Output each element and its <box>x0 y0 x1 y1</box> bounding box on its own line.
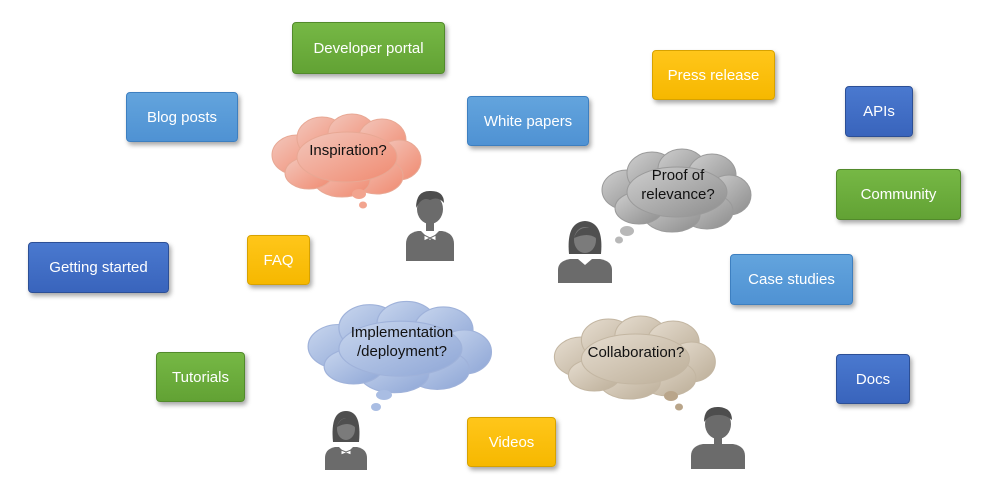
tag-faq[interactable]: FAQ <box>247 235 310 285</box>
tag-case-studies[interactable]: Case studies <box>730 254 853 305</box>
tag-tutorials[interactable]: Tutorials <box>156 352 245 402</box>
tag-apis[interactable]: APIs <box>845 86 913 137</box>
thought-text-inspiration: Inspiration? <box>309 141 387 159</box>
thought-cloud-inspiration: Inspiration? <box>267 110 429 215</box>
person-female-bowtie-icon <box>323 408 369 470</box>
tag-press-release[interactable]: Press release <box>652 50 775 100</box>
tag-videos[interactable]: Videos <box>467 417 556 467</box>
thought-text-implementation: Implementation /deployment? <box>350 324 454 360</box>
tag-getting-started[interactable]: Getting started <box>28 242 169 293</box>
person-female-icon <box>556 218 614 283</box>
tag-developer-portal[interactable]: Developer portal <box>292 22 445 74</box>
tag-white-papers[interactable]: White papers <box>467 96 589 146</box>
thought-cloud-collaboration: Collaboration? <box>549 312 723 414</box>
thought-cloud-relevance: Proof of relevance? <box>597 145 759 245</box>
person-male-icon <box>689 402 747 469</box>
thought-cloud-implementation: Implementation /deployment? <box>302 297 502 415</box>
tag-blog-posts[interactable]: Blog posts <box>126 92 238 142</box>
tag-community[interactable]: Community <box>836 169 961 220</box>
tag-docs[interactable]: Docs <box>836 354 910 404</box>
thought-text-relevance: Proof of relevance? <box>641 167 715 203</box>
person-male-bowtie-icon <box>402 186 458 261</box>
thought-text-collaboration: Collaboration? <box>587 343 685 361</box>
